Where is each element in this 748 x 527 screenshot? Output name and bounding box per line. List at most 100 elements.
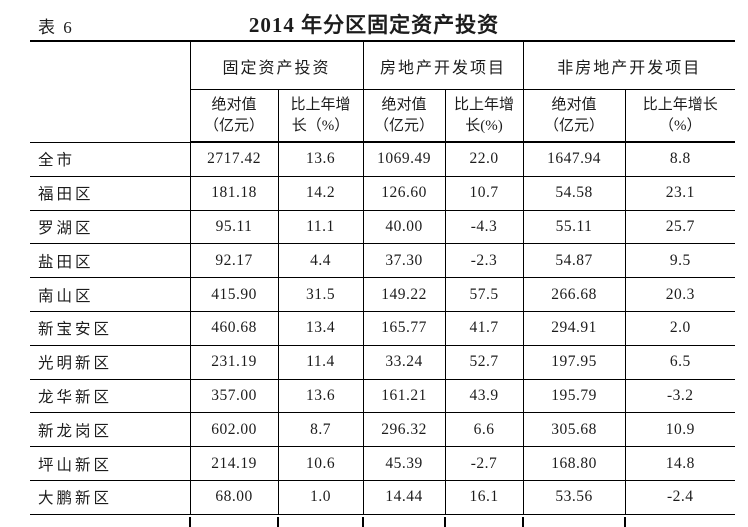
column-group-non-real-estate-projects: 非房地产开发项目: [522, 41, 736, 90]
table-row: 龙华新区 357.00 13.6 161.21 43.9 195.79 -3.2: [30, 378, 736, 413]
column-group-fixed-asset-investment: 固定资产投资: [189, 41, 364, 90]
cell-value: -2.7: [444, 446, 524, 481]
column-rule-stub: [189, 517, 191, 527]
cell-value: 11.1: [277, 209, 364, 244]
subheader-realestate-growth: 比上年增 长(%): [444, 89, 524, 143]
caption-row: 表 6 2014 年分区固定资产投资: [0, 6, 748, 38]
cell-value: 214.19: [189, 446, 278, 481]
cell-value: 9.5: [624, 243, 736, 278]
page-title: 2014 年分区固定资产投资: [248, 13, 500, 37]
cell-value: 1069.49: [362, 141, 446, 177]
cell-value: 10.6: [277, 446, 364, 481]
cell-value: 266.68: [522, 277, 626, 312]
cell-value: -2.4: [624, 479, 736, 515]
cell-value: 11.4: [277, 344, 364, 380]
cell-value: 43.9: [444, 378, 524, 413]
subheader-realestate-absolute: 绝对值 （亿元）: [362, 89, 446, 143]
cell-value: 14.8: [624, 446, 736, 481]
column-group-real-estate-projects: 房地产开发项目: [362, 41, 524, 90]
cell-value: 8.7: [277, 412, 364, 447]
column-rule-stub: [362, 517, 364, 527]
cell-value: 52.7: [444, 344, 524, 380]
cell-value: 305.68: [522, 412, 626, 447]
district-name: 罗湖区: [30, 209, 191, 244]
district-name: 坪山新区: [30, 446, 191, 481]
cell-value: 54.58: [522, 175, 626, 211]
cell-value: 10.7: [444, 175, 524, 211]
cell-value: 54.87: [522, 243, 626, 278]
column-subheader-row: 绝对值 （亿元） 比上年增 长（%） 绝对值 （亿元） 比上年增 长(%) 绝对…: [30, 89, 736, 143]
table-number-label: 表 6: [38, 18, 74, 37]
cell-value: 357.00: [189, 378, 278, 413]
cell-value: 6.5: [624, 344, 736, 380]
cell-value: 2717.42: [189, 141, 278, 177]
cell-value: 40.00: [362, 209, 446, 244]
cell-value: 294.91: [522, 310, 626, 346]
cell-value: 415.90: [189, 277, 278, 312]
cell-value: 2.0: [624, 310, 736, 346]
table-row: 全市 2717.42 13.6 1069.49 22.0 1647.94 8.8: [30, 141, 736, 177]
cell-value: 14.44: [362, 479, 446, 515]
table-row: 新宝安区 460.68 13.4 165.77 41.7 294.91 2.0: [30, 310, 736, 346]
district-name: 全市: [30, 141, 191, 177]
cell-value: 165.77: [362, 310, 446, 346]
district-name: 南山区: [30, 277, 191, 312]
cell-value: 55.11: [522, 209, 626, 244]
cell-value: 460.68: [189, 310, 278, 346]
cell-value: 23.1: [624, 175, 736, 211]
cell-value: -2.3: [444, 243, 524, 278]
cell-value: 4.4: [277, 243, 364, 278]
cell-value: 13.4: [277, 310, 364, 346]
district-name: 大鹏新区: [30, 479, 191, 515]
district-name: 光明新区: [30, 344, 191, 380]
table-row: 南山区 415.90 31.5 149.22 57.5 266.68 20.3: [30, 277, 736, 312]
subheader-fixed-growth: 比上年增 长（%）: [277, 89, 364, 143]
corner-cell: [30, 41, 191, 142]
column-rule-stub: [444, 517, 446, 527]
cell-value: 10.9: [624, 412, 736, 447]
cell-value: 231.19: [189, 344, 278, 380]
cell-value: 602.00: [189, 412, 278, 447]
subheader-fixed-absolute: 绝对值 （亿元）: [189, 89, 278, 143]
table-row: 罗湖区 95.11 11.1 40.00 -4.3 55.11 25.7: [30, 209, 736, 244]
cell-value: 6.6: [444, 412, 524, 447]
cell-value: 20.3: [624, 277, 736, 312]
district-name: 新龙岗区: [30, 412, 191, 447]
cell-value: 41.7: [444, 310, 524, 346]
cell-value: 45.39: [362, 446, 446, 481]
column-rule-stub: [522, 517, 524, 527]
table-row: 盐田区 92.17 4.4 37.30 -2.3 54.87 9.5: [30, 243, 736, 278]
cell-value: 25.7: [624, 209, 736, 244]
cell-value: 37.30: [362, 243, 446, 278]
cell-value: 1.0: [277, 479, 364, 515]
column-group-header-row: 固定资产投资 房地产开发项目 非房地产开发项目: [30, 41, 736, 142]
district-name: 福田区: [30, 175, 191, 211]
cell-value: 195.79: [522, 378, 626, 413]
district-name: 盐田区: [30, 243, 191, 278]
cell-value: 31.5: [277, 277, 364, 312]
cell-value: 14.2: [277, 175, 364, 211]
cell-value: 296.32: [362, 412, 446, 447]
cell-value: 33.24: [362, 344, 446, 380]
cell-value: 92.17: [189, 243, 278, 278]
cell-value: 126.60: [362, 175, 446, 211]
cell-value: 16.1: [444, 479, 524, 515]
cell-value: 95.11: [189, 209, 278, 244]
cell-value: 13.6: [277, 378, 364, 413]
cell-value: 13.6: [277, 141, 364, 177]
cell-value: 149.22: [362, 277, 446, 312]
cell-value: 1647.94: [522, 141, 626, 177]
subheader-nonrealestate-growth: 比上年增长 （%）: [624, 89, 736, 143]
column-rule-stub: [624, 517, 626, 527]
cell-value: -3.2: [624, 378, 736, 413]
column-rule-stub: [277, 517, 279, 527]
table-row: 新龙岗区 602.00 8.7 296.32 6.6 305.68 10.9: [30, 412, 736, 447]
table-row: 坪山新区 214.19 10.6 45.39 -2.7 168.80 14.8: [30, 446, 736, 481]
cell-value: 181.18: [189, 175, 278, 211]
cell-value: -4.3: [444, 209, 524, 244]
investment-table: 固定资产投资 房地产开发项目 非房地产开发项目 绝对值 （亿元） 比上年增 长（…: [30, 40, 736, 515]
cell-value: 197.95: [522, 344, 626, 380]
table-row: 大鹏新区 68.00 1.0 14.44 16.1 53.56 -2.4: [30, 479, 736, 515]
subheader-nonrealestate-absolute: 绝对值 （亿元）: [522, 89, 626, 143]
cell-value: 22.0: [444, 141, 524, 177]
